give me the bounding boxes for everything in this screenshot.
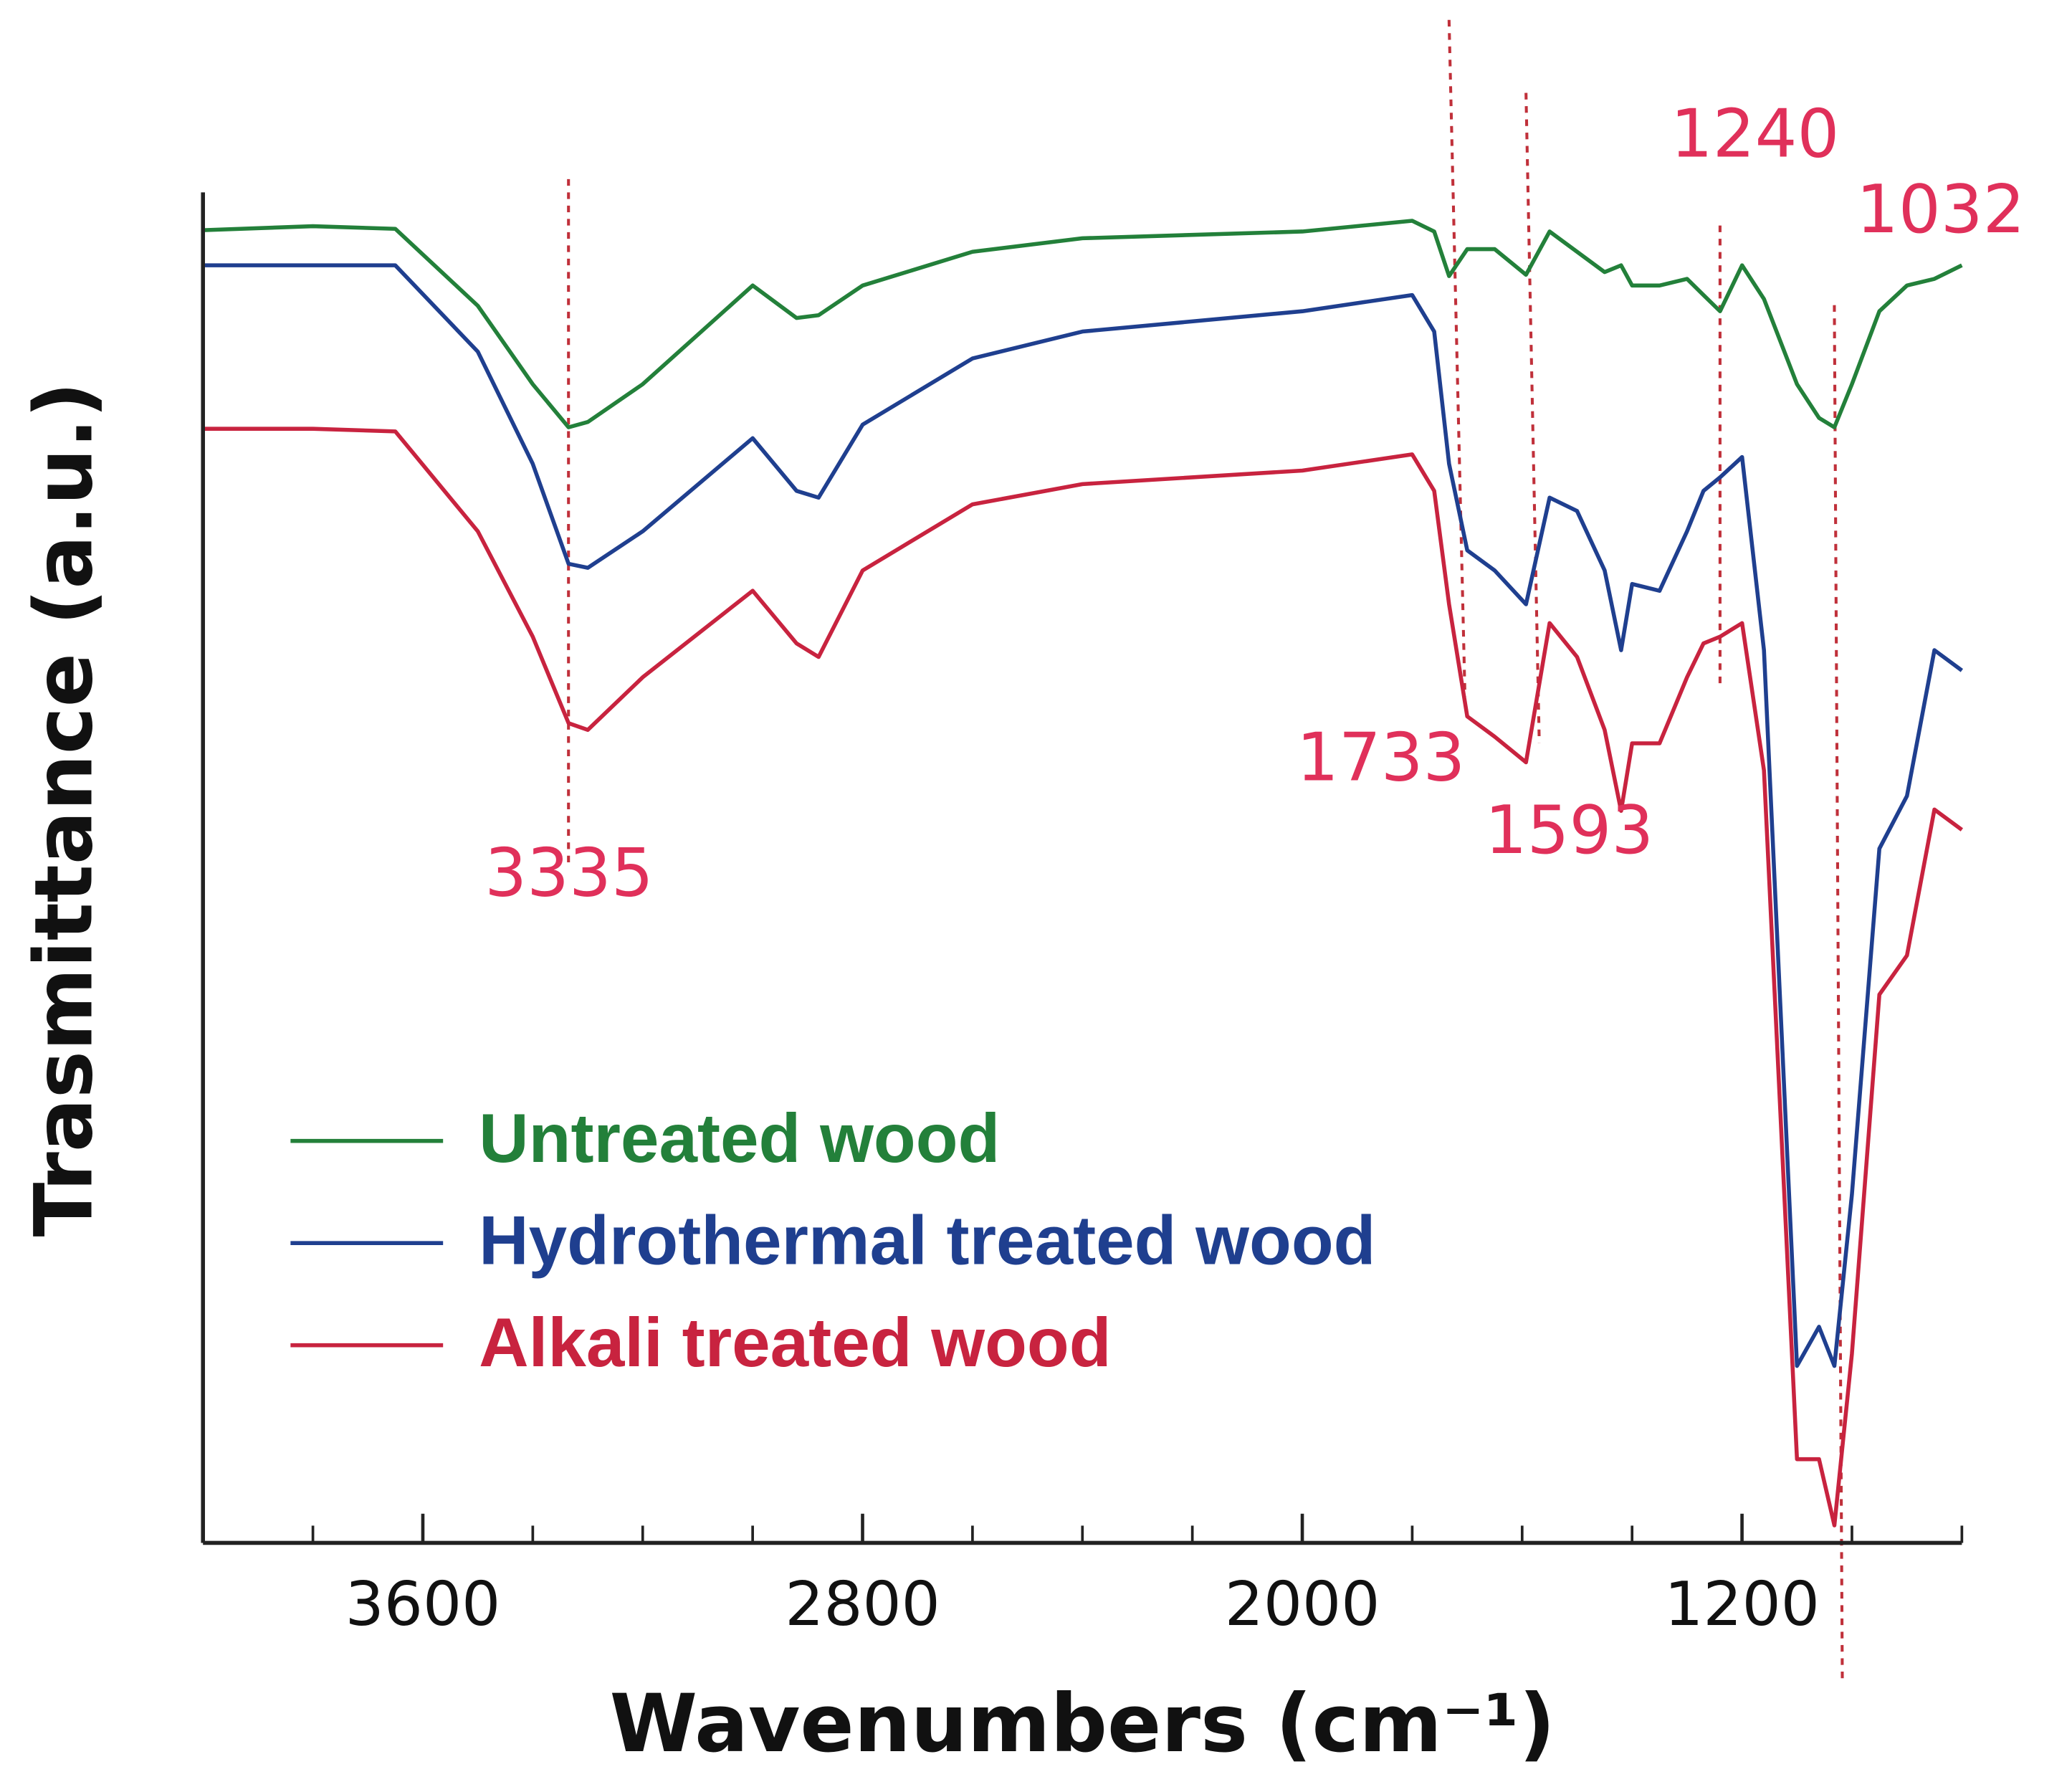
series-line (203, 427, 1963, 1528)
x-tick-label: 1200 (1664, 1569, 1820, 1640)
y-axis-title: Trasmittance (a.u.) (19, 382, 111, 1237)
annotation-label: 1593 (1485, 791, 1653, 869)
legend-label: Untreated wood (479, 1100, 1000, 1177)
annotation-label: 3335 (484, 834, 653, 911)
legend-label: Alkali treated wood (479, 1305, 1111, 1381)
legend-label: Hydrothermal treated wood (479, 1202, 1375, 1279)
x-tick-label: 2800 (785, 1569, 940, 1640)
x-tick-label: 2000 (1225, 1569, 1380, 1640)
annotation-label: 1032 (1856, 171, 2025, 248)
annotation-label: 1733 (1297, 718, 1465, 796)
x-axis-title: Wavenumbers (cm⁻¹) (610, 1678, 1555, 1771)
series-line (203, 263, 1963, 1368)
series-line (203, 219, 1963, 429)
annotation-line (1524, 92, 1541, 743)
annotation-label: 1240 (1671, 95, 1839, 172)
x-tick-label: 3600 (345, 1569, 501, 1640)
